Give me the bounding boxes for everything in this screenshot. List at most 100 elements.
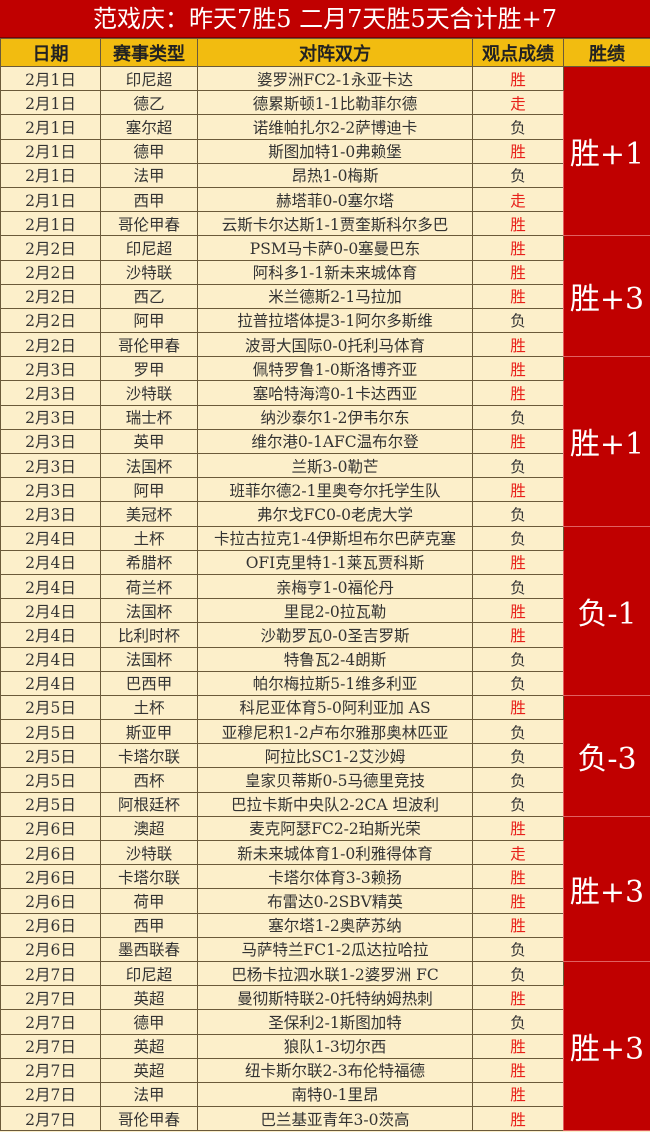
- result-cell: 胜: [472, 864, 564, 890]
- date-cell: 2月1日: [0, 114, 101, 140]
- date-cell: 2月7日: [0, 1081, 101, 1108]
- table-body: 2月1日 印尼超 婆罗洲FC2-1永亚卡达胜胜+1 2月1日 德乙 德累斯顿1-1比勒菲尔…: [0, 65, 650, 1132]
- result-cell: 胜: [472, 1057, 564, 1083]
- table-row: 2月1日 塞尔超 诺维帕扎尔2-2萨博迪卡负: [0, 114, 650, 140]
- date-cell: 2月2日: [0, 235, 101, 261]
- table-row: 2月4日 巴西甲 帕尔梅拉斯5-1维多利亚负: [0, 670, 650, 696]
- result-cell: 胜: [472, 912, 564, 938]
- date-cell: 2月4日: [0, 525, 101, 551]
- result-cell: 负: [472, 646, 564, 672]
- table-row: 2月5日 阿根廷杯 巴拉卡斯中央队2-2CA 坦波利负: [0, 791, 650, 817]
- league-cell: 土杯: [100, 525, 198, 551]
- date-cell: 2月2日: [0, 283, 101, 309]
- table-row: 2月7日 印尼超 巴杨卡拉泗水联1-2婆罗洲 FC 负胜+3: [0, 960, 650, 1132]
- date-cell: 2月6日: [0, 815, 101, 842]
- header-league: 赛事类型: [100, 38, 198, 67]
- league-cell: 阿根廷杯: [100, 791, 198, 817]
- result-cell: 胜: [472, 549, 564, 575]
- match-cell: 德累斯顿1-1比勒菲尔德: [197, 90, 473, 116]
- match-cell: 云斯卡尔达斯1-1贾奎斯科尔多巴: [197, 211, 473, 237]
- league-cell: 哥伦甲春: [100, 1106, 198, 1132]
- table-row: 2月3日 瑞士杯 纳沙泰尔1-2伊韦尔东负: [0, 404, 650, 430]
- league-cell: 法国杯: [100, 452, 198, 479]
- table-row: 2月3日 阿甲 班菲尔德2-1里奥夸尔托学生队胜: [0, 477, 650, 503]
- day-summary-cell: 胜+1: [563, 65, 650, 237]
- league-cell: 西甲: [100, 186, 198, 213]
- date-cell: 2月4日: [0, 573, 101, 600]
- league-cell: 卡塔尔联: [100, 864, 198, 890]
- match-cell: 纽卡斯尔联2-3布伦特福德: [197, 1057, 473, 1083]
- date-cell: 2月3日: [0, 428, 101, 455]
- league-cell: 英甲: [100, 428, 198, 455]
- league-cell: 英超: [100, 1033, 198, 1059]
- date-cell: 2月1日: [0, 186, 101, 213]
- date-cell: 2月5日: [0, 719, 101, 745]
- match-cell: 巴兰基亚青年3-0茨高: [197, 1106, 473, 1132]
- match-cell: 纳沙泰尔1-2伊韦尔东: [197, 404, 473, 430]
- league-cell: 德乙: [100, 90, 198, 116]
- table-row: 2月2日 西乙 米兰德斯2-1马拉加胜: [0, 283, 650, 309]
- match-cell: 塞哈特海湾0-1卡达西亚: [197, 380, 473, 406]
- match-cell: 亲梅亨1-0福伦丹: [197, 573, 473, 600]
- table-row: 2月7日 英超 纽卡斯尔联2-3布伦特福德胜: [0, 1057, 650, 1083]
- table-row: 2月7日 哥伦甲春 巴兰基亚青年3-0茨高胜: [0, 1106, 650, 1132]
- league-cell: 沙特联: [100, 380, 198, 406]
- date-cell: 2月5日: [0, 694, 101, 721]
- date-cell: 2月1日: [0, 138, 101, 164]
- result-cell: 胜: [472, 211, 564, 237]
- league-cell: 土杯: [100, 694, 198, 721]
- table-row: 2月3日 英甲 维尔港0-1AFC温布尔登胜: [0, 428, 650, 455]
- date-cell: 2月6日: [0, 839, 101, 866]
- header-result: 观点成绩: [472, 38, 564, 67]
- league-cell: 西乙: [100, 283, 198, 309]
- date-cell: 2月3日: [0, 404, 101, 430]
- league-cell: 哥伦甲春: [100, 332, 198, 358]
- date-cell: 2月3日: [0, 356, 101, 382]
- match-cell: 沙勒罗瓦0-0圣吉罗斯: [197, 622, 473, 648]
- match-cell: 卡塔尔体育3-3赖扬: [197, 864, 473, 890]
- result-cell: 胜: [472, 259, 564, 285]
- table-row: 2月2日 印尼超 PSM马卡萨0-0塞曼巴东胜胜+3: [0, 235, 650, 358]
- result-cell: 胜: [472, 380, 564, 406]
- table-row: 2月5日 土杯 科尼亚体育5-0阿利亚加 AS 胜负-3: [0, 694, 650, 817]
- league-cell: 哥伦甲春: [100, 211, 198, 237]
- league-cell: 法国杯: [100, 598, 198, 624]
- match-cell: 马萨特兰FC1-2瓜达拉哈拉: [197, 936, 473, 962]
- header-summary: 胜绩: [563, 38, 650, 67]
- date-cell: 2月4日: [0, 622, 101, 648]
- date-cell: 2月3日: [0, 452, 101, 479]
- result-cell: 胜: [472, 428, 564, 455]
- day-summary-cell: 胜+3: [563, 235, 650, 358]
- league-cell: 塞尔超: [100, 114, 198, 140]
- date-cell: 2月7日: [0, 960, 101, 987]
- match-cell: 诺维帕扎尔2-2萨博迪卡: [197, 114, 473, 140]
- match-cell: 婆罗洲FC2-1永亚卡达: [197, 65, 473, 92]
- table-row: 2月4日 比利时杯 沙勒罗瓦0-0圣吉罗斯胜: [0, 622, 650, 648]
- result-cell: 负: [472, 719, 564, 745]
- result-cell: 胜: [472, 598, 564, 624]
- result-cell: 负: [472, 307, 564, 334]
- league-cell: 卡塔尔联: [100, 743, 198, 769]
- result-cell: 胜: [472, 985, 564, 1011]
- match-cell: 弗尔戈FC0-0老虎大学: [197, 501, 473, 527]
- day-summary-cell: 负-3: [563, 694, 650, 817]
- league-cell: 沙特联: [100, 259, 198, 285]
- match-cell: 狼队1-3切尔西: [197, 1033, 473, 1059]
- league-cell: 英超: [100, 1057, 198, 1083]
- table-row: 2月3日 沙特联 塞哈特海湾0-1卡达西亚胜: [0, 380, 650, 406]
- date-cell: 2月4日: [0, 549, 101, 575]
- league-cell: 瑞士杯: [100, 404, 198, 430]
- date-cell: 2月5日: [0, 791, 101, 817]
- date-cell: 2月6日: [0, 936, 101, 962]
- result-cell: 胜: [472, 1081, 564, 1108]
- league-cell: 沙特联: [100, 839, 198, 866]
- table-row: 2月5日 西杯 皇家贝蒂斯0-5马德里竞技负: [0, 767, 650, 793]
- match-cell: 波哥大国际0-0托利马体育: [197, 332, 473, 358]
- match-cell: PSM马卡萨0-0塞曼巴东: [197, 235, 473, 261]
- table-row: 2月1日 西甲 赫塔菲0-0塞尔塔走: [0, 186, 650, 213]
- table-row: 2月2日 哥伦甲春 波哥大国际0-0托利马体育胜: [0, 332, 650, 358]
- league-cell: 法甲: [100, 1081, 198, 1108]
- match-cell: 皇家贝蒂斯0-5马德里竞技: [197, 767, 473, 793]
- match-cell: 班菲尔德2-1里奥夸尔托学生队: [197, 477, 473, 503]
- day-summary-cell: 胜+3: [563, 815, 650, 962]
